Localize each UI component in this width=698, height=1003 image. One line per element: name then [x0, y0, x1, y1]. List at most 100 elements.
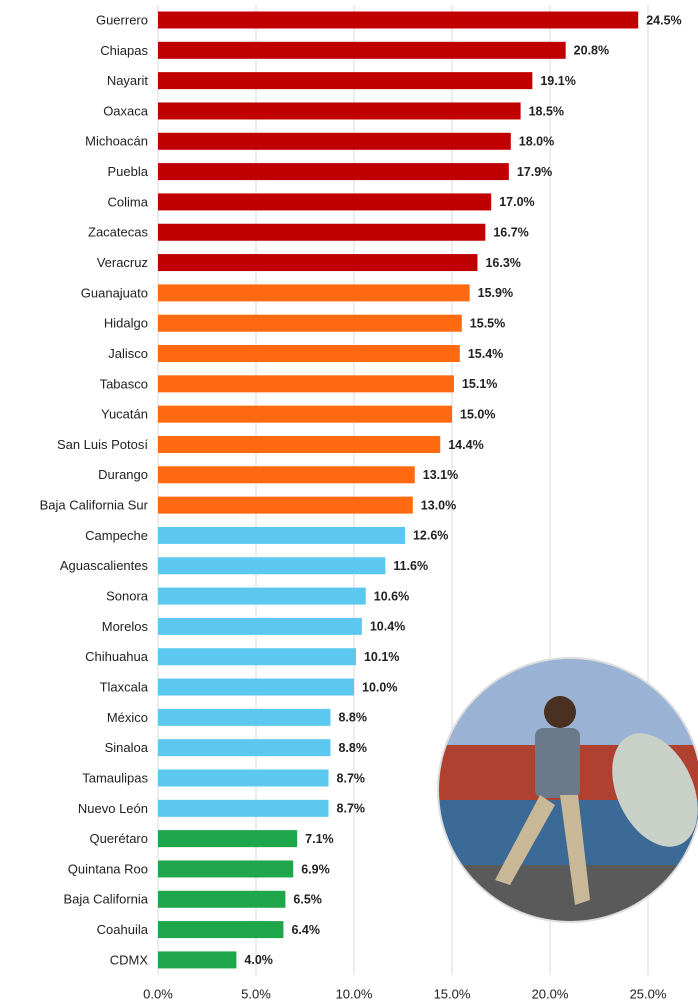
bar [158, 193, 492, 211]
bar [158, 678, 354, 696]
y-tick-label: Veracruz [97, 255, 148, 270]
bar [158, 496, 413, 514]
x-tick-label: 20.0% [532, 986, 569, 1001]
bar [158, 860, 294, 878]
bar [158, 223, 486, 241]
y-tick-label: San Luis Potosí [57, 437, 148, 452]
bar [158, 617, 362, 635]
y-tick-label: Guanajuato [81, 285, 148, 300]
bar [158, 799, 329, 817]
bar [158, 557, 386, 575]
bar [158, 435, 441, 453]
y-tick-label: Nayarit [107, 73, 149, 88]
value-label: 13.0% [421, 498, 456, 512]
value-label: 15.4% [468, 347, 503, 361]
bar [158, 72, 533, 90]
value-label: 19.1% [540, 74, 575, 88]
value-label: 10.0% [362, 680, 397, 694]
value-label: 18.5% [529, 104, 564, 118]
y-tick-label: Sinaloa [105, 740, 149, 755]
bar [158, 708, 331, 726]
y-tick-label: Durango [98, 467, 148, 482]
photo-legs [495, 795, 590, 905]
bar [158, 587, 366, 605]
y-tick-label: Morelos [102, 619, 149, 634]
y-tick-label: Yucatán [101, 407, 148, 422]
value-label: 18.0% [519, 135, 554, 149]
value-label: 8.7% [337, 802, 366, 816]
y-tick-label: Michoacán [85, 134, 148, 149]
bar [158, 102, 521, 120]
bar [158, 830, 298, 848]
bar [158, 769, 329, 787]
y-tick-label: Colima [108, 194, 149, 209]
y-tick-label: Tlaxcala [100, 679, 149, 694]
y-tick-label: Puebla [108, 164, 149, 179]
y-tick-label: México [107, 710, 148, 725]
value-label: 15.9% [478, 286, 513, 300]
bar [158, 951, 237, 969]
y-tick-label: Zacatecas [88, 225, 148, 240]
value-label: 13.1% [423, 468, 458, 482]
bar [158, 254, 478, 272]
y-tick-label: Baja California [63, 892, 148, 907]
bars: Guerrero 24.5% Chiapas 20.8% Nayarit 19.1% Oax… [40, 11, 682, 969]
bar [158, 132, 511, 150]
y-tick-label: Oaxaca [103, 103, 149, 118]
value-label: 16.7% [493, 226, 528, 240]
y-tick-label: Coahuila [97, 922, 149, 937]
y-tick-label: Sonora [106, 589, 149, 604]
bar [158, 890, 286, 908]
x-tick-label: 0.0% [143, 986, 173, 1001]
photo-dock [438, 865, 698, 922]
y-tick-label: Campeche [85, 528, 148, 543]
x-tick-label: 15.0% [434, 986, 471, 1001]
y-tick-label: Querétaro [89, 831, 148, 846]
value-label: 10.1% [364, 650, 399, 664]
y-tick-label: Jalisco [108, 346, 148, 361]
bar [158, 466, 415, 484]
photo-head [544, 696, 576, 728]
x-tick-label: 25.0% [630, 986, 667, 1001]
bar [158, 284, 470, 302]
value-label: 15.0% [460, 407, 495, 421]
x-tick-label: 10.0% [336, 986, 373, 1001]
y-tick-label: Chihuahua [85, 649, 149, 664]
value-label: 4.0% [244, 953, 273, 967]
y-tick-label: Guerrero [96, 12, 148, 27]
photo [437, 657, 698, 923]
photo-border [437, 657, 698, 923]
value-label: 8.7% [337, 771, 366, 785]
photo-body [535, 728, 580, 798]
bar [158, 11, 639, 29]
y-tick-label: Baja California Sur [40, 498, 149, 513]
y-tick-label: Quintana Roo [68, 861, 148, 876]
value-label: 7.1% [305, 832, 334, 846]
value-label: 6.4% [291, 923, 320, 937]
value-label: 6.9% [301, 862, 330, 876]
bar [158, 405, 452, 423]
value-label: 8.8% [338, 711, 367, 725]
value-label: 10.6% [374, 589, 409, 603]
value-label: 10.4% [370, 620, 405, 634]
y-tick-label: Tabasco [100, 376, 148, 391]
value-label: 17.9% [517, 165, 552, 179]
y-tick-label: Chiapas [100, 43, 148, 58]
y-tick-label: Tamaulipas [82, 770, 148, 785]
bar [158, 375, 454, 393]
bar [158, 314, 462, 332]
y-tick-label: Nuevo León [78, 801, 148, 816]
photo-tank [612, 733, 698, 847]
y-tick-label: CDMX [110, 952, 149, 967]
value-label: 24.5% [646, 13, 681, 27]
bar [158, 41, 566, 59]
value-label: 16.3% [485, 256, 520, 270]
bar [158, 921, 284, 939]
bar [158, 648, 356, 666]
value-label: 15.5% [470, 316, 505, 330]
y-tick-label: Hidalgo [104, 316, 148, 331]
bar [158, 739, 331, 757]
value-label: 20.8% [574, 44, 609, 58]
value-label: 14.4% [448, 438, 483, 452]
